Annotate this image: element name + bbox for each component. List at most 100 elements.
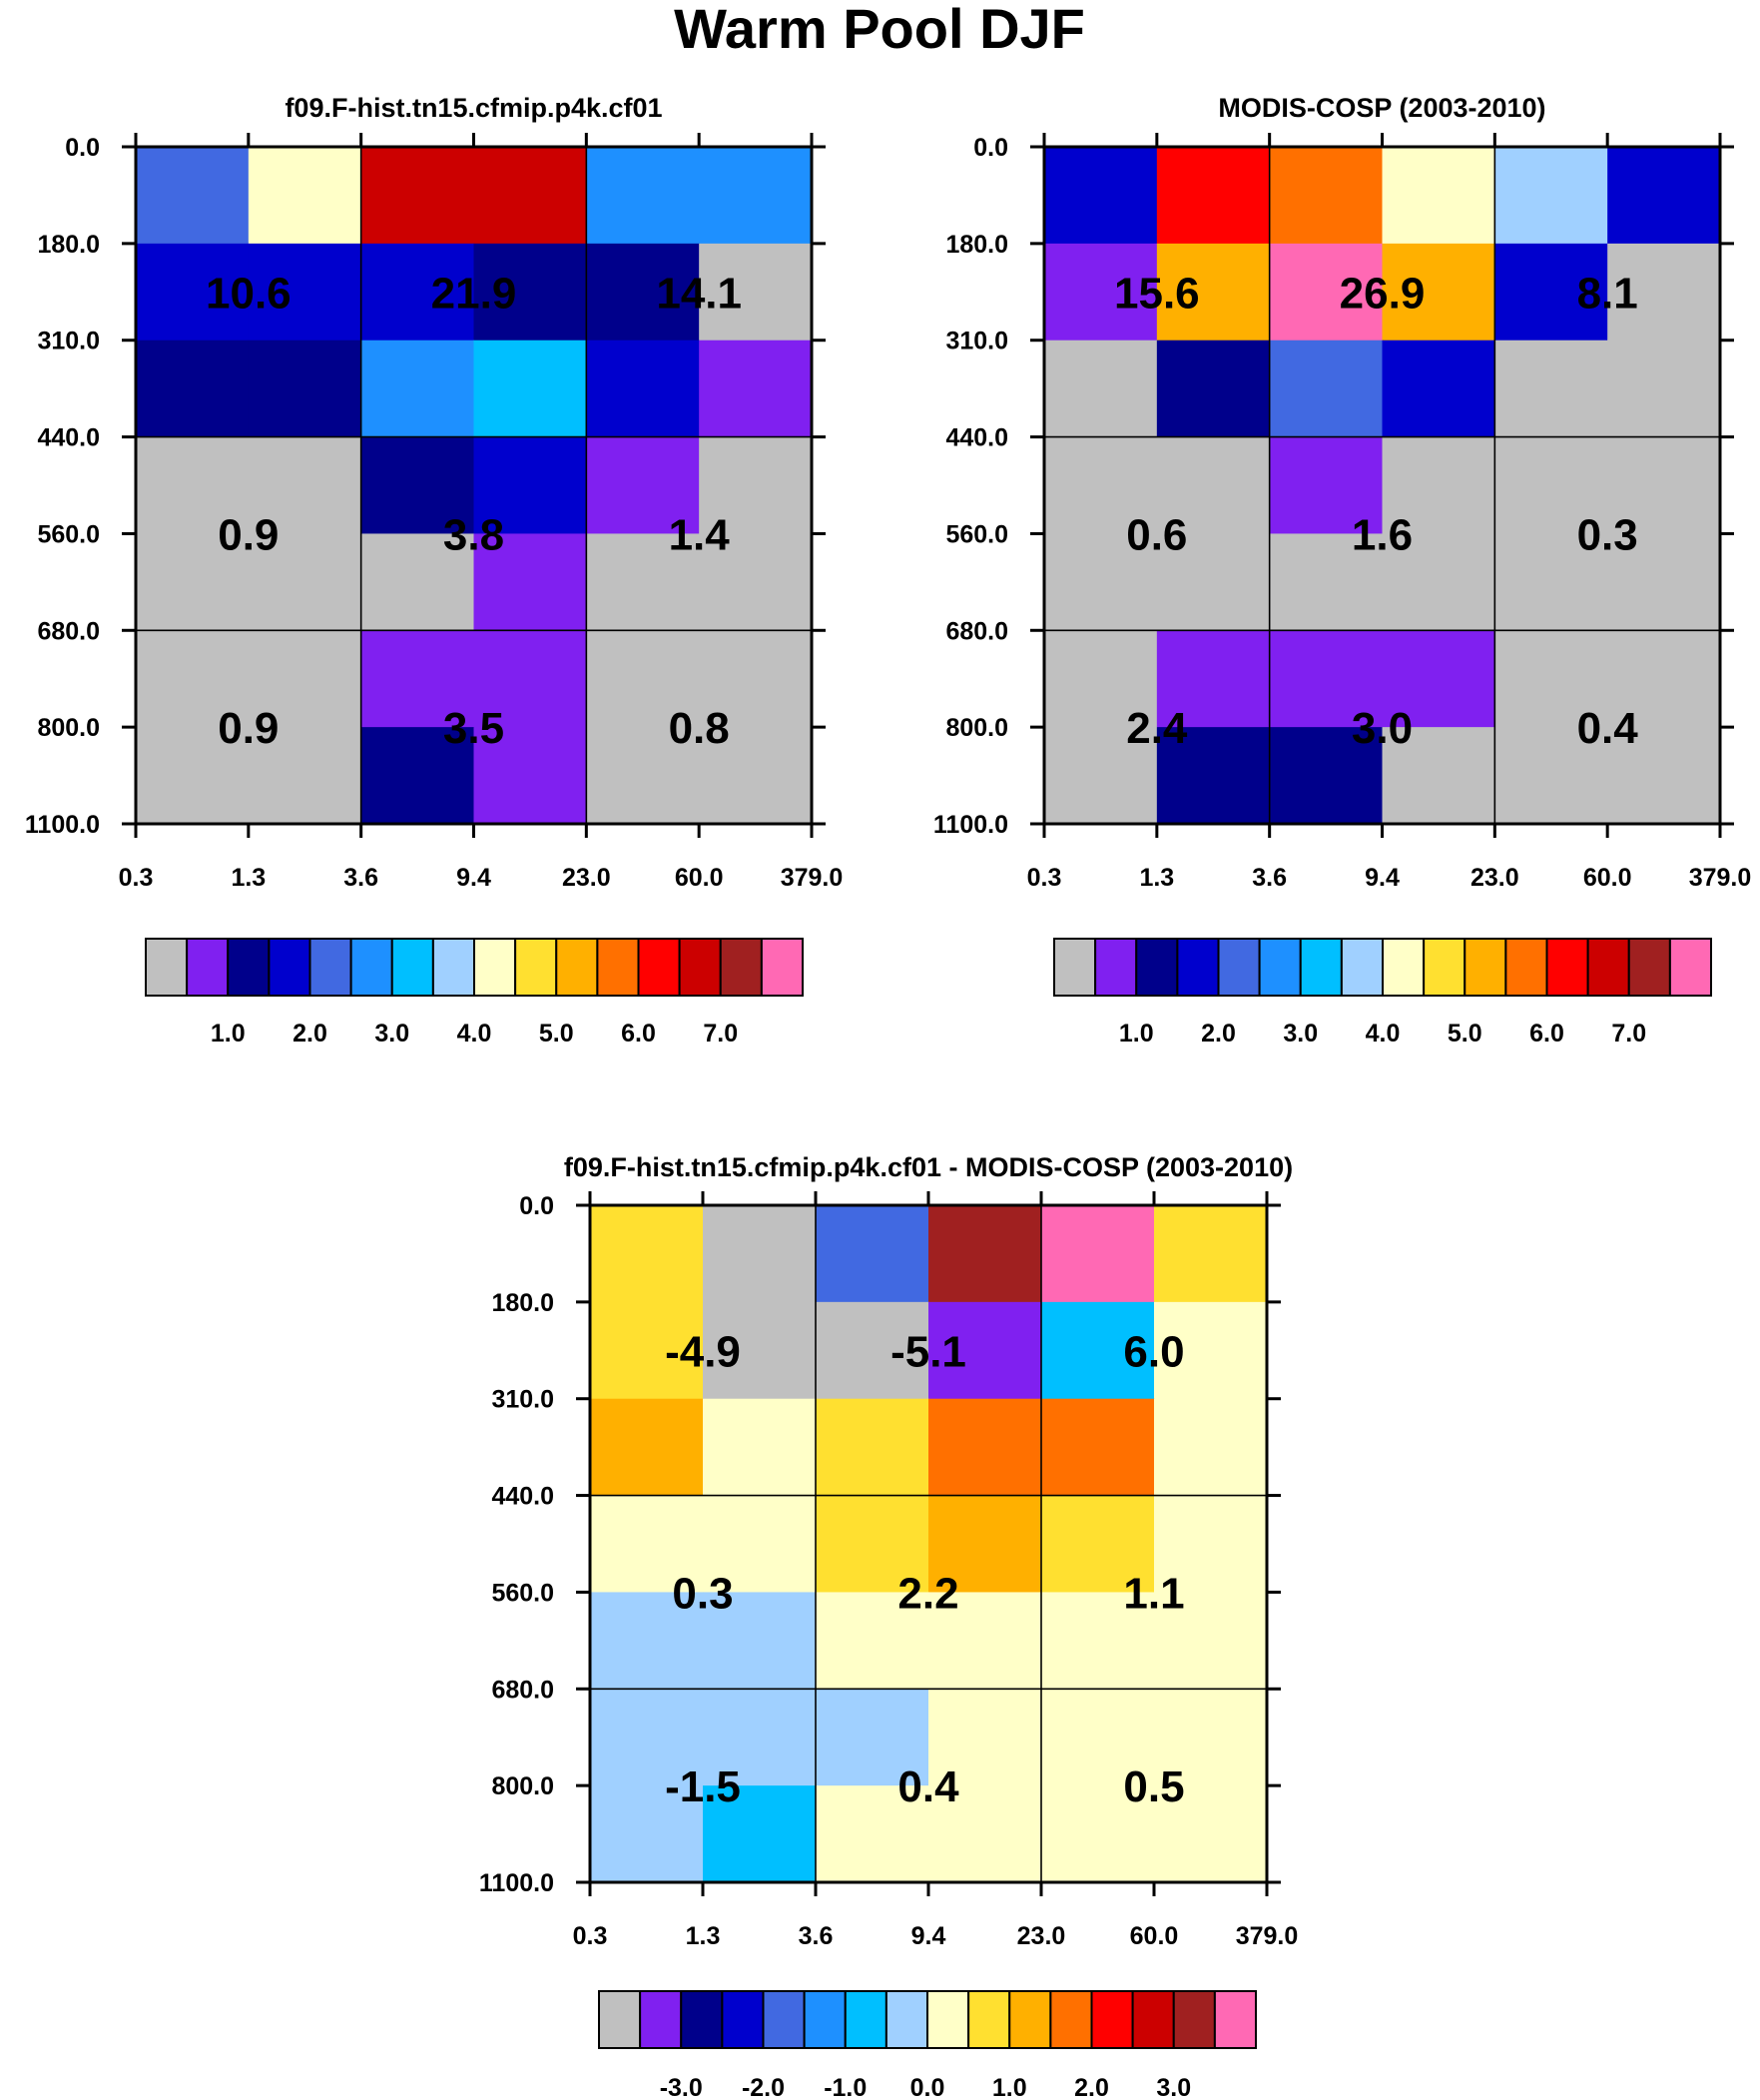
colorbar-swatch — [680, 1990, 724, 2049]
heatmap-cell — [136, 340, 250, 438]
heatmap-cell — [699, 727, 813, 825]
colorbar-swatch — [1545, 938, 1589, 997]
group-grid-lines — [1044, 147, 1720, 824]
colorbar-swatch — [1176, 938, 1220, 997]
y-tick-label: 560.0 — [37, 520, 100, 548]
y-tick-label: 1100.0 — [479, 1869, 554, 1897]
heatmap-cell — [1154, 1398, 1268, 1497]
colorbar-swatch — [514, 938, 558, 997]
heatmap-cell — [1494, 340, 1608, 438]
colorbar-swatch — [1464, 938, 1507, 997]
heatmap-cell — [1154, 1689, 1268, 1786]
heatmap-cell — [1044, 630, 1158, 728]
heatmap-cell — [1156, 727, 1271, 825]
colorbar-swatch — [1423, 938, 1467, 997]
panel-title: f09.F-hist.tn15.cfmip.p4k.cf01 - MODIS-C… — [564, 1152, 1293, 1182]
colorbar-swatch — [1053, 938, 1097, 997]
heatmap-cell — [1041, 1495, 1155, 1594]
x-tick-label: 1.3 — [1139, 864, 1174, 892]
colorbar-label: 6.0 — [1529, 1020, 1564, 1048]
heatmap-cell — [586, 727, 700, 825]
heatmap-cell — [1382, 630, 1495, 728]
heatmap-cells — [1044, 147, 1721, 825]
y-tick-label: 0.0 — [973, 134, 1008, 162]
heatmap-cell — [1041, 1689, 1155, 1786]
data-label: 15.6 — [1114, 269, 1200, 318]
heatmap-cell — [590, 1205, 704, 1303]
y-tick-label: 560.0 — [491, 1579, 554, 1607]
x-tick-label: 379.0 — [781, 864, 844, 892]
colorbar-swatch — [308, 938, 352, 997]
heatmap-cell — [1269, 436, 1384, 535]
aggregate-labels: 15.6 26.9 8.1 0.6 1.6 0.3 2.4 3.0 0.4 — [1114, 269, 1638, 753]
colorbar-label: 1.0 — [1119, 1020, 1154, 1048]
data-label: 0.6 — [1126, 510, 1187, 559]
x-tick-label: 9.4 — [1365, 864, 1400, 892]
y-tick-label: 180.0 — [945, 231, 1008, 259]
heatmap-cell — [1607, 147, 1721, 245]
heatmap-cell — [816, 1495, 929, 1594]
colorbar-swatch — [390, 938, 434, 997]
colorbar-swatch — [762, 1990, 806, 2049]
data-label: 2.2 — [897, 1569, 958, 1618]
data-label: 10.6 — [206, 269, 292, 318]
heatmap-cell — [586, 147, 700, 245]
data-label: 1.6 — [1352, 510, 1413, 559]
heatmap-cell — [816, 1689, 929, 1786]
colorbar-swatch — [1172, 1990, 1216, 2049]
figure-title: Warm Pool DJF — [674, 0, 1085, 60]
x-tick-label: 3.6 — [343, 864, 378, 892]
heatmap-cell — [136, 147, 250, 245]
colorbar-label: 1.0 — [992, 2074, 1027, 2100]
colorbar-swatch — [1299, 938, 1343, 997]
y-tick-label: 680.0 — [945, 617, 1008, 645]
data-label: 3.8 — [443, 510, 504, 559]
x-tick-label: 1.3 — [231, 864, 266, 892]
heatmap-cell — [928, 1301, 1042, 1400]
axis-ticks: 0.3 1.3 3.6 9.4 23.0 60.0 379.0 0.0 180.0 310.0 44… — [25, 133, 843, 892]
group-grid-lines — [136, 147, 812, 824]
heatmap-cell — [703, 1689, 817, 1786]
heatmap-cell — [1041, 1301, 1155, 1400]
heatmap-cell — [1382, 243, 1495, 342]
heatmap-cell — [248, 533, 362, 631]
data-label: 3.5 — [443, 704, 504, 753]
colorbar-swatch — [473, 938, 517, 997]
colorbar-label: 5.0 — [1448, 1020, 1482, 1048]
colorbar-swatch — [721, 1990, 765, 2049]
y-tick-label: 180.0 — [37, 231, 100, 259]
heatmap-cell — [590, 1398, 704, 1497]
heatmap-cell — [1269, 630, 1384, 728]
heatmap-cell — [473, 340, 587, 438]
heatmap-cell — [1041, 1205, 1155, 1303]
data-label: 0.5 — [1123, 1762, 1184, 1811]
heatmap-cell — [1494, 533, 1608, 631]
y-tick-label: 1100.0 — [25, 811, 100, 839]
aggregate-labels: 10.6 21.9 14.1 0.9 3.8 1.4 0.9 3.5 0.8 — [206, 269, 742, 753]
heatmap-cell — [1041, 1785, 1155, 1883]
colorbar-swatch — [268, 938, 311, 997]
heatmap-cell — [360, 727, 475, 825]
colorbar-swatch — [1008, 1990, 1052, 2049]
heatmap-cell — [360, 630, 475, 728]
colorbar-swatch — [760, 938, 804, 997]
heatmap-cell — [816, 1592, 929, 1690]
y-tick-label: 310.0 — [491, 1386, 554, 1414]
x-tick-label: 60.0 — [675, 864, 724, 892]
data-label: 14.1 — [656, 269, 742, 318]
colorbar-label: 3.0 — [374, 1020, 409, 1048]
colorbar-label: 4.0 — [1366, 1020, 1401, 1048]
y-tick-label: 0.0 — [65, 134, 100, 162]
heatmap-cell — [1494, 436, 1608, 535]
colorbar-swatch — [1135, 938, 1179, 997]
heatmap-cell — [586, 436, 700, 535]
x-tick-label: 9.4 — [911, 1922, 946, 1950]
heatmap-cell — [1494, 630, 1608, 728]
heatmap-cell — [816, 1398, 929, 1497]
colorbar-swatch — [884, 1990, 928, 2049]
heatmap-cell — [1156, 147, 1271, 245]
group-grid-lines — [590, 1205, 1267, 1882]
heatmap-cell — [703, 1398, 817, 1497]
panel-1: f09.F-hist.tn15.cfmip.p4k.cf01 0.3 1.3 3.6 9… — [25, 93, 843, 1048]
heatmap-cell — [703, 1785, 817, 1883]
